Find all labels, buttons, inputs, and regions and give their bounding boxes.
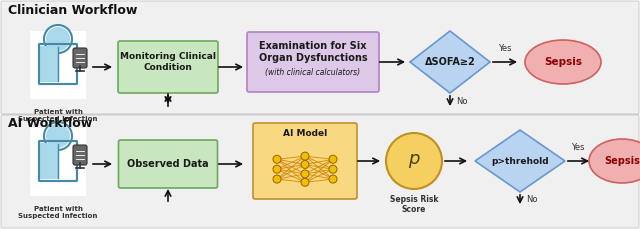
FancyBboxPatch shape [118,140,218,188]
Text: Yes: Yes [572,143,585,152]
Circle shape [329,165,337,173]
Circle shape [46,124,70,148]
FancyBboxPatch shape [247,32,379,92]
Text: Clinician Workflow: Clinician Workflow [8,4,138,17]
Circle shape [301,170,309,178]
Circle shape [329,155,337,163]
Ellipse shape [589,139,640,183]
FancyBboxPatch shape [253,123,357,199]
Text: No: No [526,194,538,204]
Circle shape [301,161,309,169]
Text: Examination for Six
Organ Dysfunctions: Examination for Six Organ Dysfunctions [259,41,367,63]
Text: Patient with
Suspected Infection: Patient with Suspected Infection [19,206,98,219]
Text: p>threhold: p>threhold [491,156,549,166]
FancyBboxPatch shape [1,115,639,228]
Ellipse shape [386,133,442,189]
FancyBboxPatch shape [118,41,218,93]
FancyBboxPatch shape [73,145,87,165]
FancyBboxPatch shape [39,141,77,181]
FancyBboxPatch shape [1,1,639,114]
Text: $p$: $p$ [408,152,420,170]
FancyBboxPatch shape [30,31,86,99]
FancyBboxPatch shape [40,143,58,179]
Circle shape [46,27,70,51]
Circle shape [44,122,72,150]
Circle shape [301,178,309,186]
Circle shape [301,152,309,160]
Text: Sepsis Risk
Score: Sepsis Risk Score [390,195,438,214]
FancyBboxPatch shape [73,48,87,68]
FancyBboxPatch shape [30,128,86,196]
Text: Monitoring Clinical
Condition: Monitoring Clinical Condition [120,52,216,72]
Circle shape [329,175,337,183]
Text: ΔSOFA≥2: ΔSOFA≥2 [424,57,476,67]
Circle shape [44,25,72,53]
Text: AI Model: AI Model [283,128,327,137]
Text: (with clinical calculators): (with clinical calculators) [266,68,360,77]
Text: No: No [456,96,467,106]
Text: Patient with
Suspected Infection: Patient with Suspected Infection [19,109,98,122]
Text: Sepsis: Sepsis [604,156,640,166]
Circle shape [273,155,281,163]
Text: Yes: Yes [499,44,512,53]
Circle shape [273,175,281,183]
Polygon shape [475,130,565,192]
Text: Observed Data: Observed Data [127,159,209,169]
FancyBboxPatch shape [39,44,77,84]
Text: AI Workflow: AI Workflow [8,117,92,130]
Polygon shape [410,31,490,93]
FancyBboxPatch shape [40,46,58,82]
Circle shape [273,165,281,173]
Ellipse shape [525,40,601,84]
Text: Sepsis: Sepsis [544,57,582,67]
